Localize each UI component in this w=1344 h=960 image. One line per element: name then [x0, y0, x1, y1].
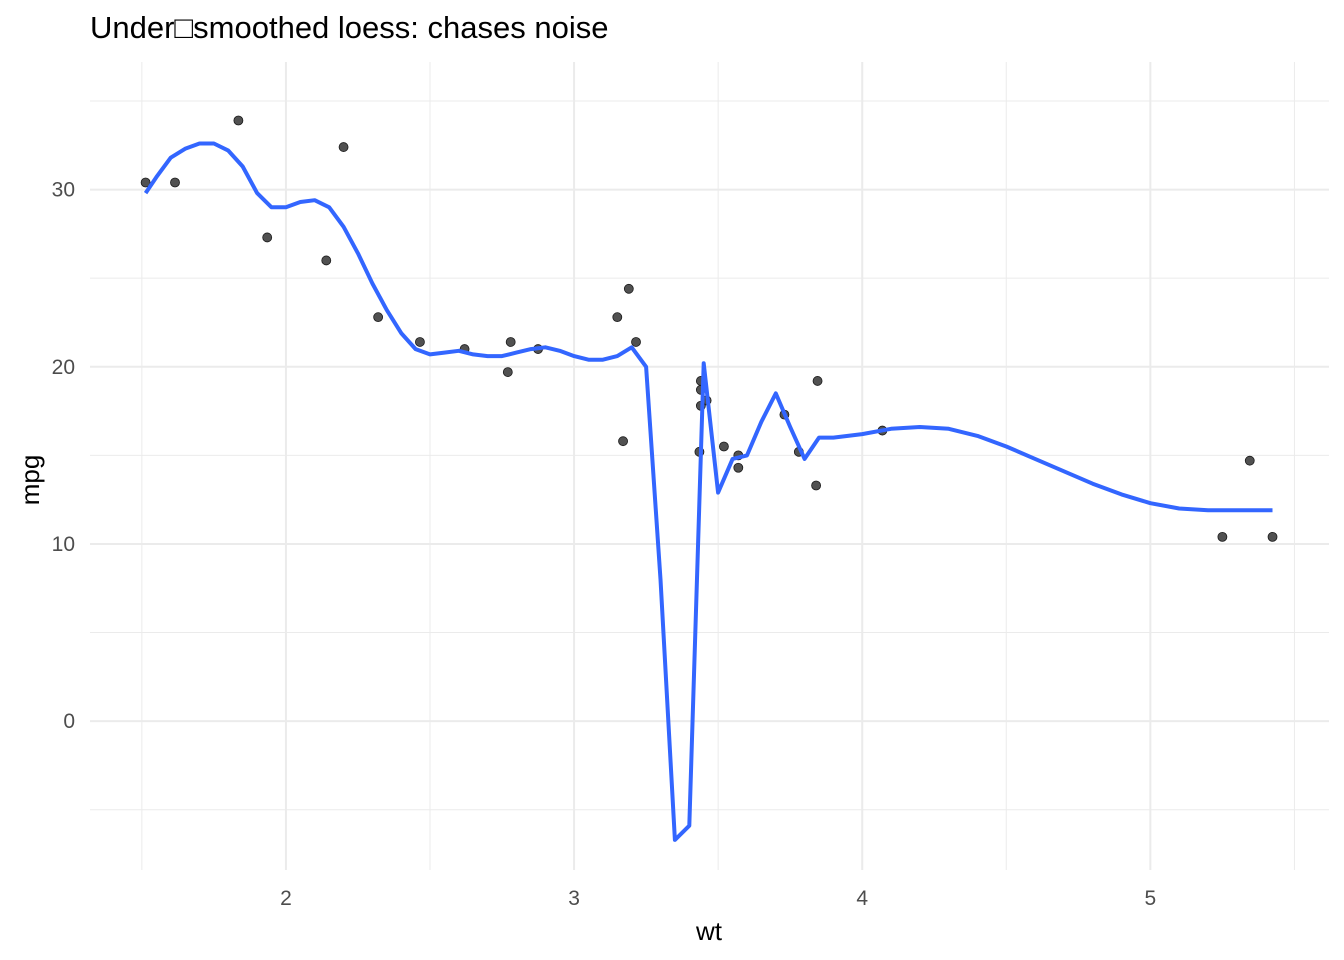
- x-tick-label: 2: [280, 887, 292, 910]
- data-point: [733, 462, 744, 473]
- data-point: [415, 337, 425, 347]
- y-axis-title: mpg: [15, 455, 45, 506]
- x-axis-title: wt: [695, 916, 723, 946]
- y-tick-label: 0: [63, 710, 75, 733]
- data-point: [618, 436, 628, 447]
- minor-gridlines: [90, 62, 1329, 870]
- data-point: [233, 115, 244, 126]
- data-point: [631, 337, 641, 347]
- x-tick-label: 3: [568, 887, 580, 910]
- y-axis-ticks: 0 10 20 30: [52, 179, 75, 734]
- data-point: [1244, 455, 1255, 466]
- data-point: [140, 177, 151, 188]
- data-point: [812, 376, 823, 386]
- data-point: [1217, 531, 1228, 542]
- data-point: [612, 312, 623, 323]
- data-point: [373, 312, 384, 323]
- data-point: [719, 441, 729, 452]
- loess-line-layer: [143, 141, 1273, 842]
- data-point: [623, 283, 634, 294]
- data-point: [1267, 531, 1278, 542]
- data-points: [140, 115, 1278, 542]
- y-tick-label: 10: [52, 533, 75, 556]
- x-tick-label: 5: [1145, 887, 1157, 910]
- x-tick-label: 4: [856, 887, 868, 910]
- data-point: [502, 367, 513, 377]
- data-point: [262, 232, 273, 243]
- data-point: [811, 480, 822, 491]
- x-axis-ticks: 2 3 4 5: [280, 887, 1156, 910]
- data-point: [170, 177, 180, 188]
- loess-line: [143, 141, 1273, 842]
- chart-title: Under□smoothed loess: chases noise: [90, 10, 609, 45]
- y-tick-label: 20: [52, 356, 75, 379]
- major-gridlines: [90, 62, 1329, 870]
- y-tick-label: 30: [52, 179, 75, 202]
- data-point: [321, 255, 332, 266]
- data-point: [338, 142, 349, 152]
- data-point: [505, 337, 516, 347]
